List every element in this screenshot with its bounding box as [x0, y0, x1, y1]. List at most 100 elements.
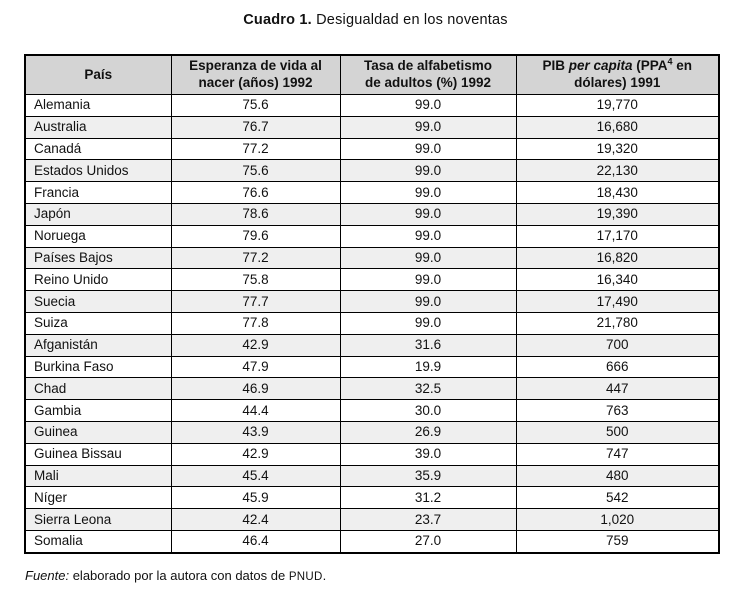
life-expectancy-cell: 42.9: [170, 333, 341, 357]
table-title-text: Desigualdad en los noventas: [311, 12, 508, 28]
literacy-cell: 99.0: [339, 137, 517, 161]
country-cell: Sierra Leona: [24, 508, 172, 531]
country-cell: Gambia: [24, 399, 172, 422]
gdp-cell: 21,780: [515, 311, 720, 335]
table-row: Guinea 43.9 26.9 500: [24, 420, 720, 444]
life-expectancy-cell: 77.2: [170, 246, 341, 270]
table-header: País Esperanza de vida al nacer (años) 19…: [24, 54, 720, 95]
col-header-gdp: PIB per capita (PPA4 en dólares) 1991: [515, 54, 720, 95]
country-cell: Guinea: [24, 420, 172, 444]
country-cell: Japón: [24, 202, 172, 226]
country-cell: Alemania: [24, 94, 172, 117]
table-row: Guinea Bissau 42.9 39.0 747: [24, 442, 720, 466]
table-row: Japón 78.6 99.0 19,390: [24, 202, 720, 226]
table-row: Burkina Faso 47.9 19.9 666: [24, 355, 720, 379]
gdp-cell: 1,020: [515, 508, 720, 531]
literacy-cell: 99.0: [339, 94, 517, 117]
life-expectancy-cell: 76.7: [170, 115, 341, 139]
life-expectancy-cell: 42.9: [170, 442, 341, 466]
life-expectancy-cell: 45.9: [170, 486, 341, 510]
literacy-cell: 23.7: [339, 508, 517, 531]
table-row: Suiza 77.8 99.0 21,780: [24, 311, 720, 335]
life-expectancy-cell: 47.9: [170, 355, 341, 379]
country-cell: Afganistán: [24, 333, 172, 357]
literacy-cell: 99.0: [339, 268, 517, 292]
life-expectancy-cell: 44.4: [170, 399, 341, 422]
table-title-number: Cuadro 1.: [243, 12, 312, 28]
gdp-cell: 747: [515, 442, 720, 466]
literacy-cell: 32.5: [339, 377, 517, 401]
source-text: elaborado por la autora con datos de: [69, 568, 289, 583]
literacy-cell: 99.0: [339, 115, 517, 139]
literacy-cell: 39.0: [339, 442, 517, 466]
gdp-cell: 17,490: [515, 290, 720, 313]
life-expectancy-cell: 42.4: [170, 508, 341, 531]
country-cell: Guinea Bissau: [24, 442, 172, 466]
gdp-cell: 16,820: [515, 246, 720, 270]
life-expectancy-cell: 77.7: [170, 290, 341, 313]
table-row: Gambia 44.4 30.0 763: [24, 399, 720, 422]
life-expectancy-cell: 45.4: [170, 464, 341, 488]
table-row: Estados Unidos 75.6 99.0 22,130: [24, 159, 720, 183]
country-cell: Reino Unido: [24, 268, 172, 292]
life-expectancy-cell: 79.6: [170, 224, 341, 248]
source-period: .: [322, 568, 327, 583]
country-cell: Burkina Faso: [24, 355, 172, 379]
table-row: Francia 76.6 99.0 18,430: [24, 181, 720, 204]
literacy-cell: 30.0: [339, 399, 517, 422]
gdp-cell: 19,770: [515, 94, 720, 117]
country-cell: Suiza: [24, 311, 172, 335]
col-header-country: País: [24, 54, 172, 95]
life-expectancy-cell: 43.9: [170, 420, 341, 444]
literacy-cell: 99.0: [339, 224, 517, 248]
gdp-cell: 480: [515, 464, 720, 488]
table-row: Reino Unido 75.8 99.0 16,340: [24, 268, 720, 292]
gdp-cell: 16,340: [515, 268, 720, 292]
gdp-cell: 17,170: [515, 224, 720, 248]
table-row: Mali 45.4 35.9 480: [24, 464, 720, 488]
country-cell: Noruega: [24, 224, 172, 248]
table-row: Alemania 75.6 99.0 19,770: [24, 94, 720, 117]
country-cell: Suecia: [24, 290, 172, 313]
col-header-literacy: Tasa de alfabetismo de adultos (%) 1992: [339, 54, 517, 95]
life-expectancy-cell: 46.9: [170, 377, 341, 401]
life-expectancy-cell: 77.8: [170, 311, 341, 335]
inequality-table: País Esperanza de vida al nacer (años) 19…: [24, 54, 720, 554]
table-row: Chad 46.9 32.5 447: [24, 377, 720, 401]
gdp-cell: 759: [515, 529, 720, 554]
gdp-cell: 666: [515, 355, 720, 379]
gdp-cell: 19,390: [515, 202, 720, 226]
literacy-cell: 99.0: [339, 246, 517, 270]
table-body: Alemania 75.6 99.0 19,770 Australia 76.7…: [24, 94, 720, 554]
life-expectancy-cell: 77.2: [170, 137, 341, 161]
country-cell: Países Bajos: [24, 246, 172, 270]
gdp-cell: 542: [515, 486, 720, 510]
col-header-life-expectancy: Esperanza de vida al nacer (años) 1992: [170, 54, 341, 95]
literacy-cell: 26.9: [339, 420, 517, 444]
country-cell: Somalia: [24, 529, 172, 554]
country-cell: Australia: [24, 115, 172, 139]
life-expectancy-cell: 75.6: [170, 94, 341, 117]
country-cell: Francia: [24, 181, 172, 204]
gdp-cell: 18,430: [515, 181, 720, 204]
gdp-cell: 447: [515, 377, 720, 401]
gdp-cell: 22,130: [515, 159, 720, 183]
life-expectancy-cell: 76.6: [170, 181, 341, 204]
literacy-cell: 99.0: [339, 159, 517, 183]
country-cell: Mali: [24, 464, 172, 488]
source-note: Fuente: elaborado por la autora con dato…: [25, 568, 326, 583]
gdp-cell: 763: [515, 399, 720, 422]
life-expectancy-cell: 78.6: [170, 202, 341, 226]
table-row: Países Bajos 77.2 99.0 16,820: [24, 246, 720, 270]
table-row: Canadá 77.2 99.0 19,320: [24, 137, 720, 161]
table-row: Australia 76.7 99.0 16,680: [24, 115, 720, 139]
literacy-cell: 99.0: [339, 202, 517, 226]
country-cell: Estados Unidos: [24, 159, 172, 183]
literacy-cell: 19.9: [339, 355, 517, 379]
literacy-cell: 31.2: [339, 486, 517, 510]
table-row: Noruega 79.6 99.0 17,170: [24, 224, 720, 248]
source-org: PNUD: [288, 571, 323, 583]
source-label: Fuente:: [25, 568, 70, 583]
literacy-cell: 27.0: [339, 529, 517, 554]
